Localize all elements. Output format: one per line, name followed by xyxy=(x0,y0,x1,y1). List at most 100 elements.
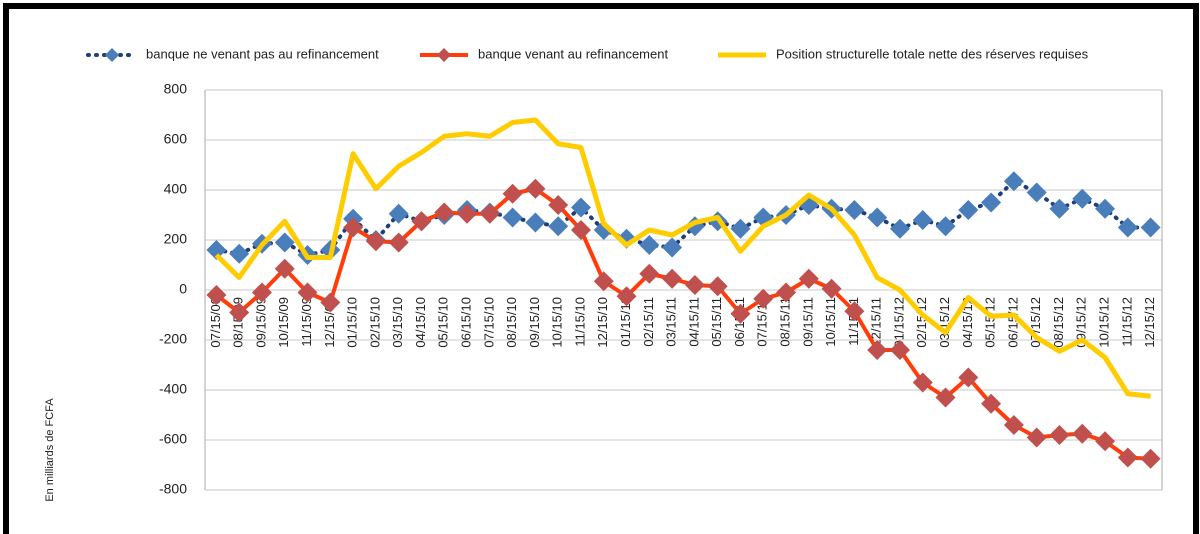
x-tick-label: 09/15/11 xyxy=(800,297,815,347)
x-tick-label: 09/15/10 xyxy=(527,297,542,348)
marker xyxy=(912,210,933,230)
marker xyxy=(1003,171,1024,192)
x-tick-label: 12/15/11 xyxy=(869,297,884,347)
x-tick-label: 04/15/10 xyxy=(413,297,428,348)
x-tick-label: 03/15/12 xyxy=(937,297,952,348)
marker xyxy=(343,217,364,238)
marker xyxy=(229,243,250,264)
marker xyxy=(616,286,637,307)
legend-label: banque ne venant pas au refinancement xyxy=(146,46,379,61)
marker xyxy=(935,387,956,408)
marker xyxy=(206,240,227,260)
marker xyxy=(206,285,227,305)
marker xyxy=(912,372,933,393)
legend-marker xyxy=(437,48,451,62)
x-tick-label: 11/15/10 xyxy=(572,297,587,347)
marker xyxy=(251,282,272,303)
marker xyxy=(707,276,728,297)
marker xyxy=(479,203,500,224)
x-tick-label: 12/15/12 xyxy=(1142,297,1157,348)
marker xyxy=(889,218,910,239)
marker xyxy=(1072,423,1093,444)
frame xyxy=(3,3,1199,534)
marker xyxy=(525,178,546,199)
y-tick-label: -200 xyxy=(159,331,187,347)
x-tick-label: 03/15/11 xyxy=(664,297,679,347)
marker xyxy=(935,216,956,237)
marker xyxy=(639,263,660,284)
marker xyxy=(388,232,409,253)
x-tick-label: 01/15/11 xyxy=(618,297,633,347)
y-tick-label: 0 xyxy=(179,281,187,297)
x-tick-label: 12/15/10 xyxy=(595,297,610,348)
marker xyxy=(411,211,432,232)
marker xyxy=(1140,217,1161,238)
x-tick-label: 09/15/12 xyxy=(1074,297,1089,348)
marker xyxy=(958,200,979,220)
marker xyxy=(1140,448,1161,469)
x-tick-label: 02/15/11 xyxy=(641,297,656,347)
marker xyxy=(776,282,797,303)
marker xyxy=(1095,198,1116,219)
marker xyxy=(365,231,386,252)
y-tick-label: 600 xyxy=(164,131,188,147)
y-tick-label: 200 xyxy=(164,231,188,247)
marker xyxy=(889,340,910,360)
marker xyxy=(684,275,705,295)
series-line xyxy=(214,117,1151,399)
marker xyxy=(958,367,979,388)
x-tick-label: 07/15/10 xyxy=(481,297,496,348)
marker xyxy=(844,200,865,220)
x-tick-label: 09/15/09 xyxy=(253,297,268,348)
marker xyxy=(981,393,1002,414)
marker xyxy=(593,271,614,292)
x-tick-label: 05/15/12 xyxy=(983,297,998,348)
x-tick-label: 07/15/09 xyxy=(208,297,223,348)
marker xyxy=(867,340,888,360)
marker xyxy=(798,268,819,289)
y-tick-label: -400 xyxy=(159,381,187,397)
marker xyxy=(525,212,546,233)
marker xyxy=(1003,415,1024,435)
marker xyxy=(981,192,1002,213)
marker xyxy=(639,235,660,255)
legend-label: banque venant au refinancement xyxy=(478,46,668,61)
marker xyxy=(388,203,409,224)
x-tick-label: 08/15/12 xyxy=(1051,297,1066,348)
marker xyxy=(548,216,569,237)
x-tick-label: 04/15/12 xyxy=(960,297,975,348)
y-tick-label: 400 xyxy=(164,181,188,197)
marker xyxy=(730,303,751,324)
marker xyxy=(1049,198,1070,219)
marker xyxy=(274,258,295,279)
x-tick-label: 06/15/12 xyxy=(1005,297,1020,348)
x-tick-label: 10/15/12 xyxy=(1096,297,1111,348)
x-tick-label: 06/15/10 xyxy=(458,297,473,348)
x-tick-label: 11/15/12 xyxy=(1119,297,1134,347)
marker xyxy=(570,197,591,218)
legend-marker xyxy=(105,48,119,62)
marker xyxy=(274,232,295,253)
marker xyxy=(502,207,523,228)
marker xyxy=(844,301,865,322)
x-tick-label: 10/15/10 xyxy=(550,297,565,348)
x-tick-label: 07/15/11 xyxy=(755,297,770,347)
marker xyxy=(662,237,683,258)
x-tick-label: 10/15/09 xyxy=(276,297,291,348)
marker xyxy=(662,268,683,289)
x-tick-label: 05/15/11 xyxy=(709,297,724,347)
x-tick-label: 01/15/12 xyxy=(891,297,906,348)
marker xyxy=(1117,447,1138,468)
x-tick-label: 11/15/09 xyxy=(299,297,314,347)
marker xyxy=(753,288,774,309)
marker xyxy=(502,183,523,204)
legend-label: Position structurelle totale nette des r… xyxy=(776,46,1089,61)
marker xyxy=(1049,425,1070,445)
x-tick-label: 08/15/10 xyxy=(504,297,519,348)
marker xyxy=(1026,427,1047,448)
y-tick-label: 800 xyxy=(164,81,188,97)
x-tick-label: 04/15/11 xyxy=(686,297,701,347)
x-tick-label: 03/15/10 xyxy=(390,297,405,348)
marker xyxy=(320,292,341,313)
